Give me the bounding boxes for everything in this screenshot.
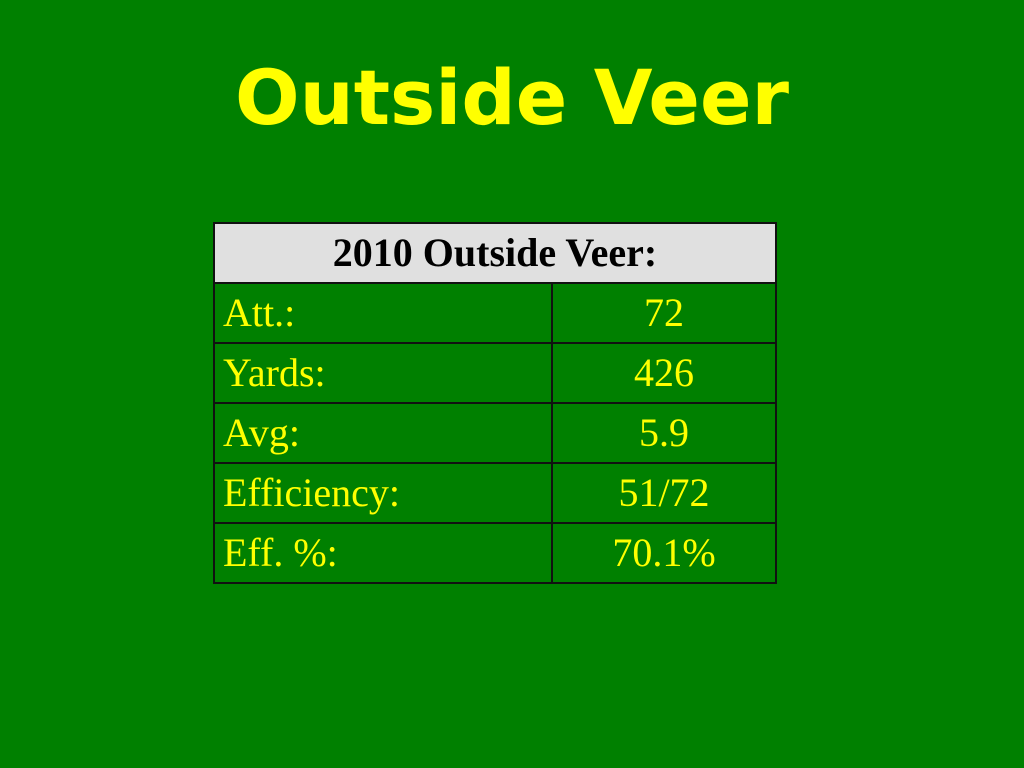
stats-table: 2010 Outside Veer: Att.: 72 Yards: 426 Avg: 5… <box>213 222 777 584</box>
row-label: Efficiency: <box>213 462 553 524</box>
row-value: 70.1% <box>551 522 777 584</box>
table-row: Efficiency: 51/72 <box>213 462 777 524</box>
slide-title: Outside Veer <box>235 53 789 142</box>
row-value: 5.9 <box>551 402 777 464</box>
row-label: Avg: <box>213 402 553 464</box>
table-body: Att.: 72 Yards: 426 Avg: 5.9 Efficiency: 51/72 E… <box>213 282 777 584</box>
row-value: 426 <box>551 342 777 404</box>
row-label: Att.: <box>213 282 553 344</box>
row-label: Yards: <box>213 342 553 404</box>
table-title: 2010 Outside Veer: <box>213 222 777 284</box>
row-value: 72 <box>551 282 777 344</box>
table-row: Att.: 72 <box>213 282 777 344</box>
table-row: Yards: 426 <box>213 342 777 404</box>
table-row: Avg: 5.9 <box>213 402 777 464</box>
table-row: Eff. %: 70.1% <box>213 522 777 584</box>
row-label: Eff. %: <box>213 522 553 584</box>
table-header-row: 2010 Outside Veer: <box>213 222 777 284</box>
row-value: 51/72 <box>551 462 777 524</box>
